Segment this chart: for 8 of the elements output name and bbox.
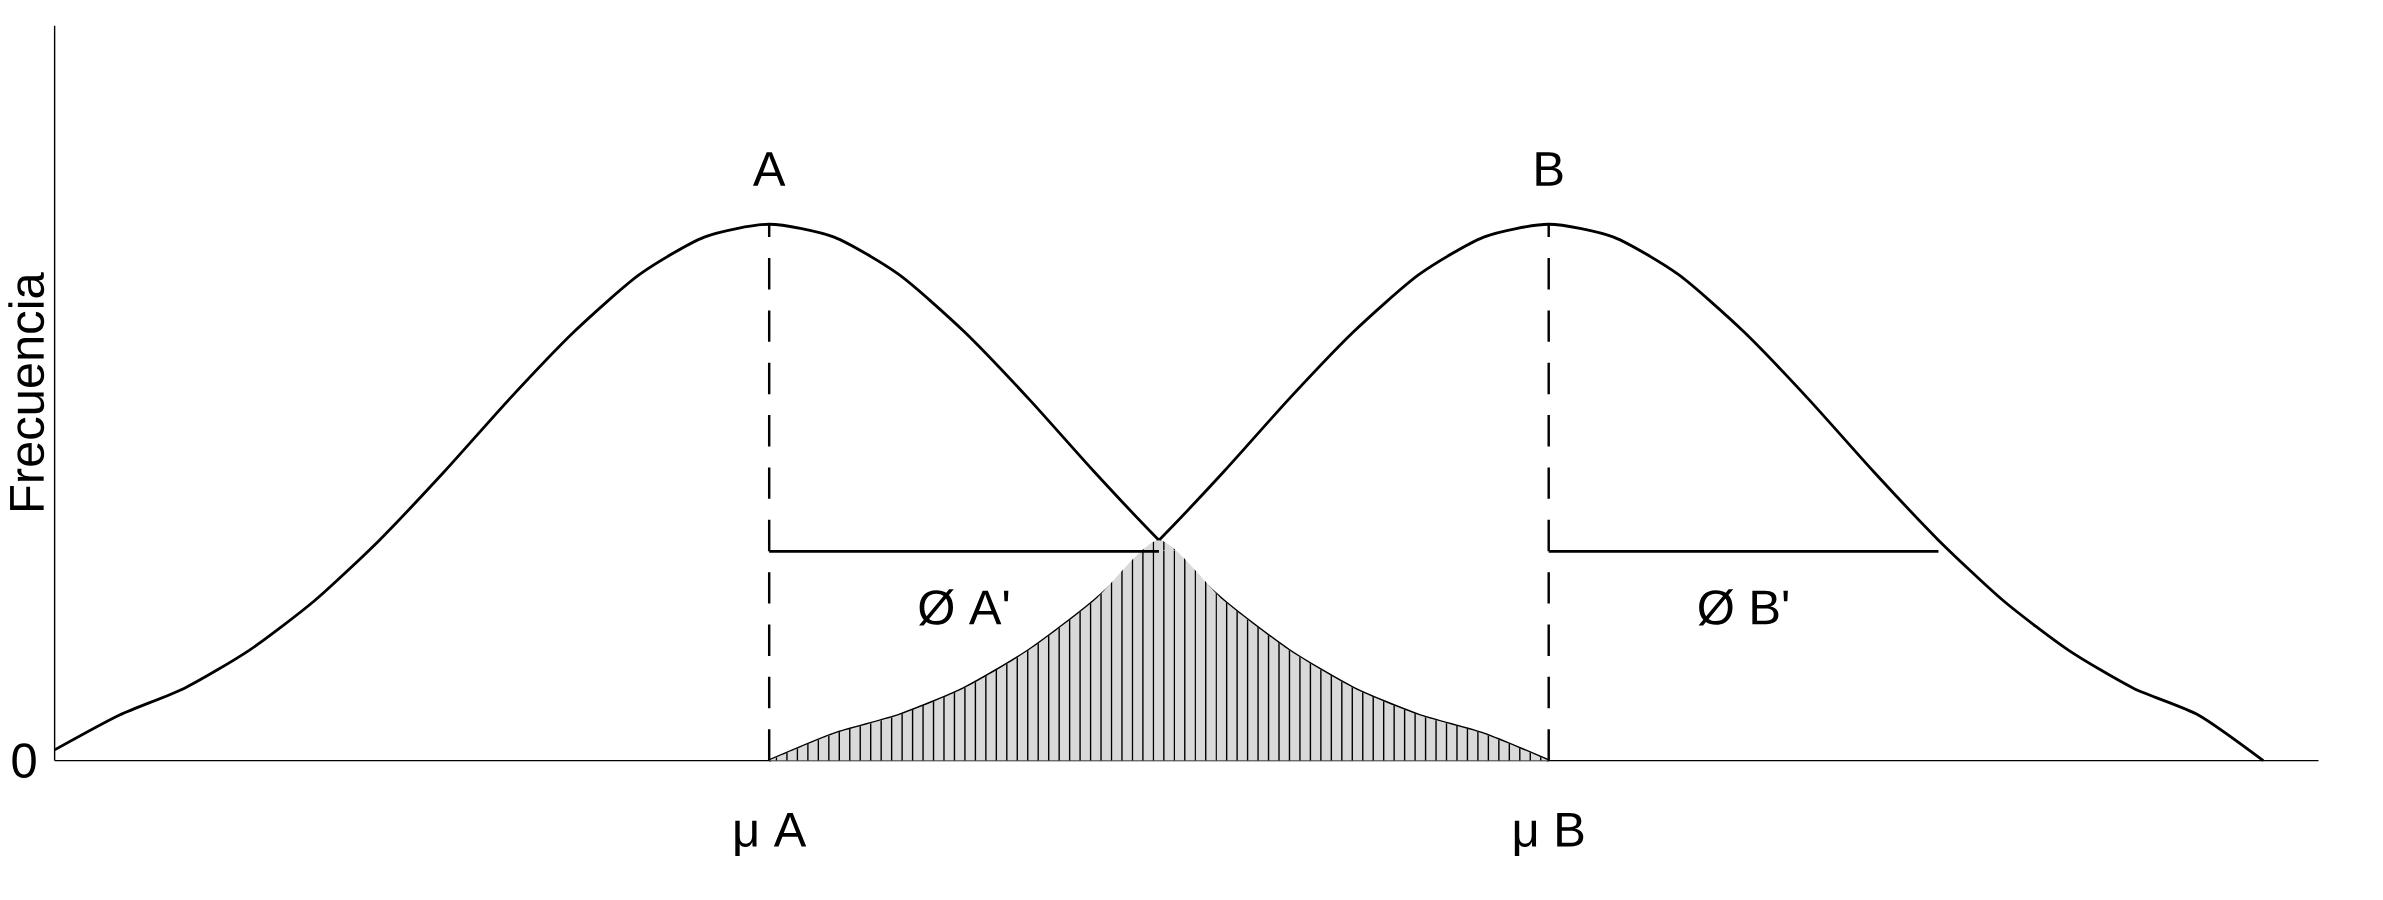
text: 0 <box>12 743 36 779</box>
annotation: Ø B' <box>1698 589 1788 626</box>
annotation: Ø A' <box>919 589 1009 626</box>
x-tick-label: μ A <box>735 813 807 857</box>
x-tick-label: μ B <box>1514 813 1584 857</box>
y-axis-title: Frecuencia <box>8 272 45 511</box>
ref-line-label: B <box>1536 152 1563 187</box>
ref-line-label: A <box>753 152 786 187</box>
